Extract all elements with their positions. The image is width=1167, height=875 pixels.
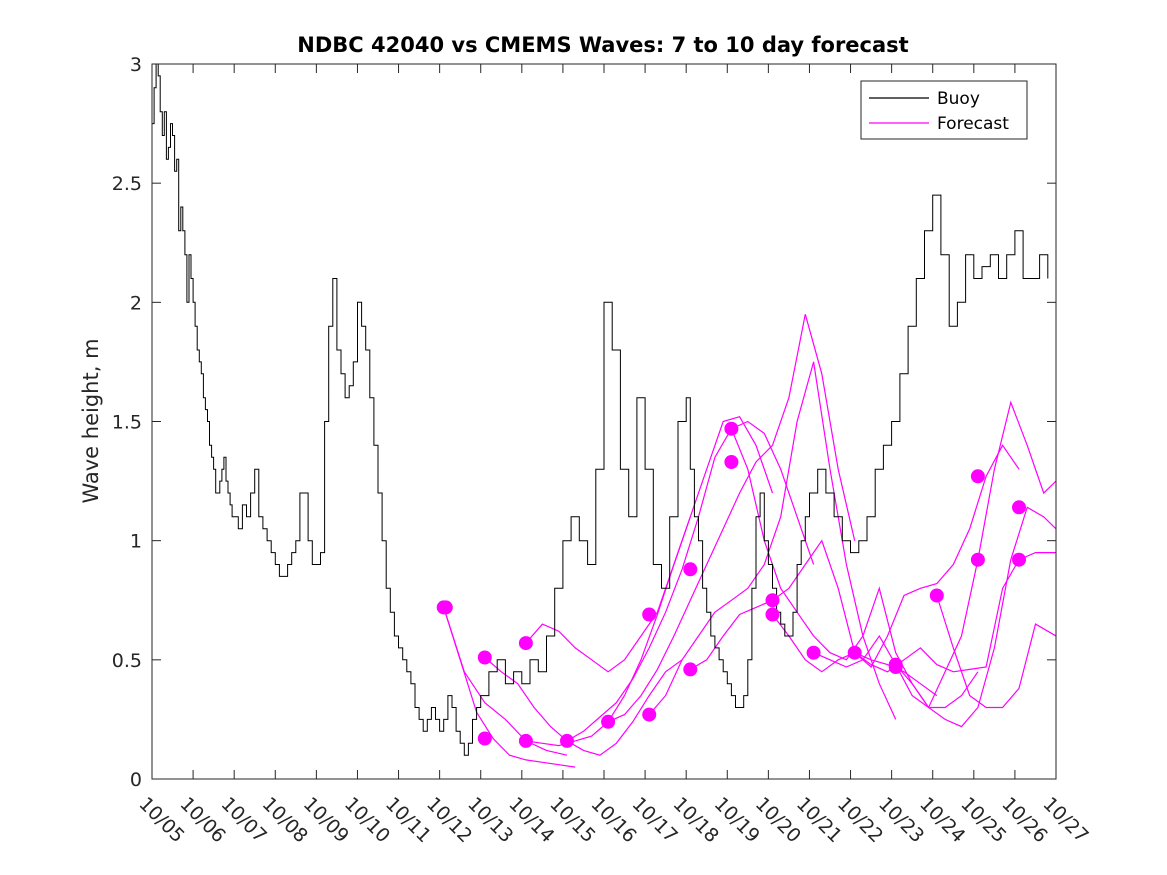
forecast-marker [929,588,944,603]
data-layer [152,64,1056,768]
forecast-marker [683,662,698,677]
forecast-marker [888,657,903,672]
forecast-marker [477,731,492,746]
forecast-marker [1012,500,1026,515]
forecast-marker [765,607,780,622]
y-tick-label: 0.5 [112,650,142,672]
forecast-marker [518,636,533,651]
forecast-marker [683,562,698,577]
forecast-line-14 [895,506,1056,728]
legend-label-forecast: Forecast [937,114,1009,134]
y-tick-label: 0 [130,769,142,791]
forecast-marker [806,645,821,660]
buoy-line [152,64,1049,756]
forecast-marker [724,421,739,436]
forecast-marker [518,733,533,748]
forecast-line-12 [813,400,1056,709]
plot-area: 00.511.522.5310/0510/0610/0710/0810/0910… [112,54,1093,847]
legend-box [860,80,1028,140]
legend-label-buoy: Buoy [937,89,980,109]
y-tick-label: 3 [130,54,142,76]
y-tick-label: 1.5 [112,412,142,434]
forecast-line-15 [936,595,1056,709]
legend: Buoy Forecast [860,80,1028,140]
forecast-marker [847,645,862,660]
forecast-line-11 [772,444,1020,673]
forecast-marker [642,607,657,622]
forecast-marker [438,600,453,615]
forecast-marker [970,469,985,484]
forecast-marker [765,593,780,608]
y-tick-label: 2 [130,292,142,314]
forecast-line-2 [443,607,568,756]
forecast-marker [477,650,492,665]
forecast-marker [970,552,985,567]
forecast-marker [1012,552,1026,567]
forecast-line-6 [566,420,815,742]
forecast-line-1 [443,607,576,768]
forecast-marker [724,455,739,469]
chart-title: NDBC 42040 vs CMEMS Waves: 7 to 10 day f… [297,33,908,57]
forecast-line-7 [607,314,856,723]
y-axis-label: Wave height, m [79,338,103,503]
forecast-marker [560,733,574,748]
y-tick-label: 2.5 [112,173,142,195]
forecast-line-8 [648,361,897,720]
forecast-marker [601,714,616,729]
forecast-line-3 [484,657,683,756]
forecast-marker [642,707,657,722]
y-tick-label: 1 [130,531,142,553]
